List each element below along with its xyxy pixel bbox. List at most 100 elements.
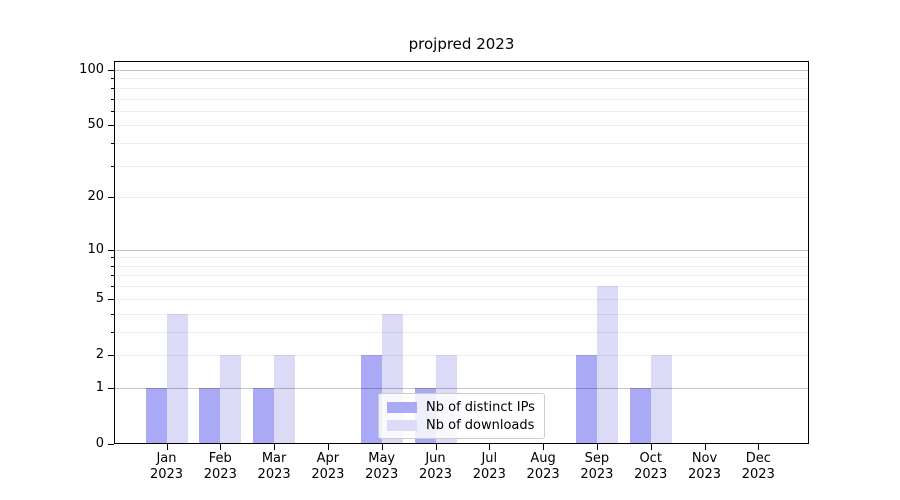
y-tick-label: 5 bbox=[95, 290, 104, 306]
x-tick bbox=[596, 444, 598, 450]
bar-downloads bbox=[220, 354, 242, 444]
x-tick-label: Apr 2023 bbox=[298, 451, 358, 482]
y-tick bbox=[108, 125, 114, 127]
x-tick bbox=[489, 444, 491, 450]
x-tick bbox=[220, 444, 222, 450]
y-minor-tick bbox=[111, 265, 114, 267]
y-tick bbox=[108, 197, 114, 199]
minor-gridline bbox=[114, 87, 809, 89]
x-tick bbox=[758, 444, 760, 450]
x-tick-label: Feb 2023 bbox=[190, 451, 250, 482]
x-tick-label-line: Apr bbox=[316, 451, 340, 466]
x-tick bbox=[543, 444, 545, 450]
minor-gridline bbox=[114, 265, 809, 267]
x-tick-label: Oct 2023 bbox=[621, 451, 681, 482]
y-tick-label: 100 bbox=[79, 62, 104, 77]
x-tick-label-line: 2023 bbox=[526, 466, 560, 482]
x-tick bbox=[435, 444, 437, 450]
minor-gridline bbox=[114, 110, 809, 112]
bar-downloads bbox=[166, 313, 188, 444]
x-tick-label-line: May bbox=[368, 451, 396, 466]
legend-label-downloads: Nb of downloads bbox=[426, 417, 535, 433]
bar-distinct-ips bbox=[145, 387, 167, 444]
x-tick-label-line: 2023 bbox=[418, 466, 453, 482]
minor-gridline bbox=[114, 165, 809, 167]
x-tick-label-line: 2023 bbox=[203, 466, 237, 482]
bar-distinct-ips bbox=[253, 387, 275, 444]
x-tick-label-line: Dec bbox=[745, 451, 771, 466]
minor-gridline bbox=[114, 313, 809, 315]
bar-downloads bbox=[274, 354, 296, 444]
x-tick-label-line: 2023 bbox=[472, 466, 506, 482]
legend-swatch-distinct-ips bbox=[387, 401, 417, 413]
y-minor-tick bbox=[111, 87, 114, 89]
minor-gridline bbox=[114, 125, 809, 127]
x-tick bbox=[274, 444, 276, 450]
y-minor-tick bbox=[111, 275, 114, 277]
minor-gridline bbox=[114, 331, 809, 333]
x-tick-label-line: Aug bbox=[530, 451, 556, 466]
bar-distinct-ips bbox=[360, 354, 382, 444]
y-tick bbox=[108, 387, 114, 389]
x-tick-label: Nov 2023 bbox=[675, 451, 735, 482]
x-tick-label-line: 2023 bbox=[365, 466, 399, 482]
y-tick bbox=[108, 354, 114, 356]
x-tick-label: Mar 2023 bbox=[244, 451, 304, 482]
x-tick-label-line: 2023 bbox=[149, 466, 184, 482]
bar-downloads bbox=[650, 354, 672, 444]
y-tick-label: 1 bbox=[95, 379, 104, 395]
x-tick-label: Sep 2023 bbox=[567, 451, 627, 482]
x-tick bbox=[166, 444, 168, 450]
legend-item-downloads: Nb of downloads bbox=[387, 418, 544, 433]
minor-gridline bbox=[114, 275, 809, 277]
x-tick-label-line: 2023 bbox=[257, 466, 291, 482]
x-tick-label-line: 2023 bbox=[311, 466, 345, 482]
x-tick-label-line: 2023 bbox=[580, 466, 614, 482]
bar-distinct-ips bbox=[199, 387, 221, 444]
chart-title: projpred 2023 bbox=[408, 35, 515, 53]
y-tick-label: 10 bbox=[87, 241, 104, 257]
x-tick-label: May 2023 bbox=[352, 451, 412, 482]
bar-downloads bbox=[596, 286, 618, 444]
y-minor-tick bbox=[111, 286, 114, 288]
x-tick-label-line: Jul bbox=[481, 451, 498, 466]
x-tick bbox=[704, 444, 706, 450]
y-tick-label: 2 bbox=[95, 346, 104, 362]
x-tick-label: Jan 2023 bbox=[137, 451, 197, 482]
y-minor-tick bbox=[111, 98, 114, 100]
x-tick-label-line: 2023 bbox=[634, 466, 668, 482]
y-minor-tick bbox=[111, 143, 114, 145]
bar-distinct-ips bbox=[629, 387, 651, 444]
x-tick-label: Dec 2023 bbox=[728, 451, 788, 482]
y-tick-label: 20 bbox=[87, 189, 104, 205]
y-tick-label: 0 bbox=[95, 436, 104, 451]
x-tick-label-line: Sep bbox=[584, 451, 610, 466]
minor-gridline bbox=[114, 298, 809, 300]
y-minor-tick bbox=[111, 313, 114, 315]
minor-gridline bbox=[114, 197, 809, 199]
legend: Nb of distinct IPs Nb of downloads bbox=[378, 393, 545, 439]
minor-gridline bbox=[114, 354, 809, 356]
x-tick-label-line: 2023 bbox=[687, 466, 722, 482]
x-tick-label: Jun 2023 bbox=[406, 451, 466, 482]
x-tick-label-line: Oct bbox=[639, 451, 662, 466]
major-gridline bbox=[114, 387, 809, 389]
y-tick bbox=[108, 249, 114, 251]
minor-gridline bbox=[114, 143, 809, 145]
minor-gridline bbox=[114, 286, 809, 288]
x-tick-label-line: 2023 bbox=[741, 466, 775, 482]
x-tick bbox=[650, 444, 652, 450]
y-minor-tick bbox=[111, 165, 114, 167]
legend-swatch-downloads bbox=[387, 419, 417, 431]
minor-gridline bbox=[114, 78, 809, 80]
x-tick-label-line: Jun bbox=[425, 451, 446, 466]
x-tick-label: Jul 2023 bbox=[459, 451, 519, 482]
x-tick-label: Aug 2023 bbox=[513, 451, 573, 482]
x-tick-label-line: Feb bbox=[208, 451, 232, 466]
x-tick-label-line: Mar bbox=[261, 451, 287, 466]
y-minor-tick bbox=[111, 110, 114, 112]
plot-area bbox=[114, 61, 809, 444]
y-tick bbox=[108, 444, 114, 445]
y-tick-label: 50 bbox=[87, 117, 104, 133]
